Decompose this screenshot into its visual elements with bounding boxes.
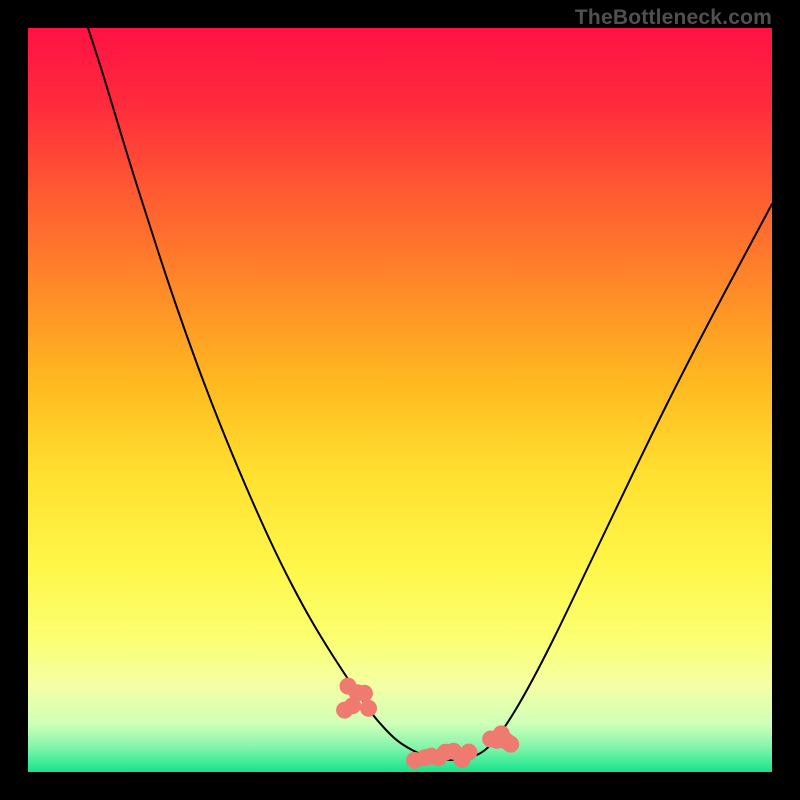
data-marker <box>361 700 377 716</box>
data-marker <box>356 685 372 701</box>
plot-area <box>28 28 772 772</box>
data-marker <box>503 736 519 752</box>
data-marker <box>461 744 477 760</box>
gradient-background <box>28 28 772 772</box>
chart-svg <box>28 28 772 772</box>
watermark-text: TheBottleneck.com <box>575 6 772 30</box>
chart-frame: TheBottleneck.com <box>0 0 800 800</box>
